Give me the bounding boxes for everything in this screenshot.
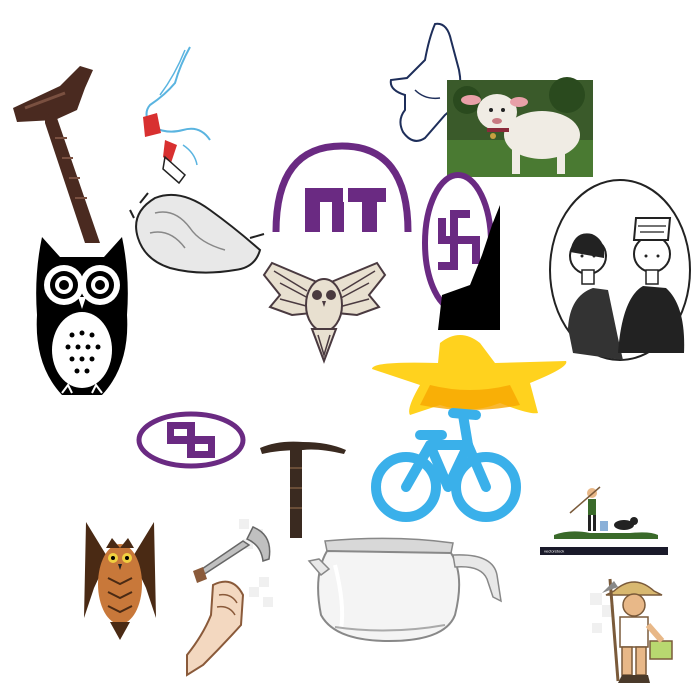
cane-handle-icon xyxy=(258,438,348,538)
farmer-dog-icon: vectorstock xyxy=(540,483,668,555)
farmer-cartoon-icon xyxy=(588,573,683,685)
glass-teapot-icon xyxy=(305,535,505,645)
walking-cane-icon xyxy=(5,58,105,243)
yellow-star-icon xyxy=(370,325,570,415)
black-owl-icon xyxy=(32,235,132,400)
boot-outline-icon xyxy=(385,20,475,150)
lamb-photo-icon xyxy=(447,77,593,177)
flying-owl-icon xyxy=(262,255,387,365)
brown-owl-icon xyxy=(80,518,160,643)
hand-sketch-icon xyxy=(135,45,215,185)
trumpet-hand-icon xyxy=(183,515,280,680)
arch-symbol-icon xyxy=(270,140,415,233)
couple-portrait-icon xyxy=(548,178,693,363)
swastika-oval-horizontal-icon xyxy=(135,410,247,470)
watermark-text: vectorstock xyxy=(544,549,564,554)
bicycle-icon xyxy=(368,405,521,535)
swastika-oval-vertical-icon xyxy=(420,165,500,330)
conch-shell-icon xyxy=(129,188,265,278)
